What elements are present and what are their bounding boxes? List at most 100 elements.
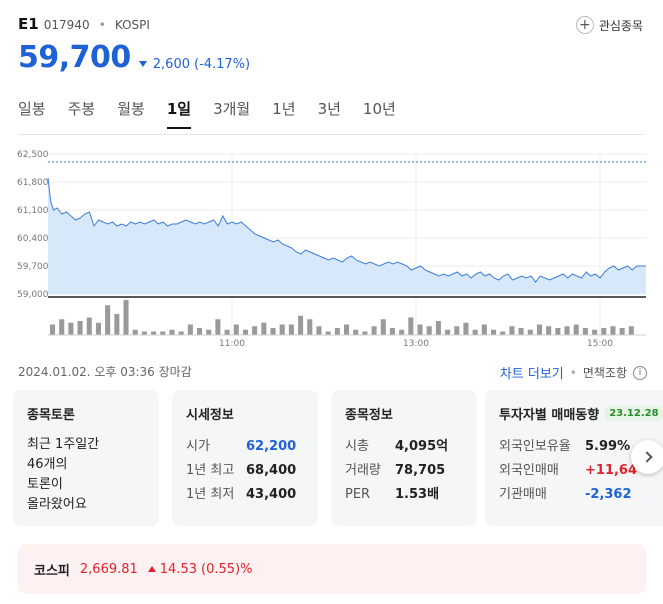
volume-bar	[509, 326, 515, 335]
tab-3months[interactable]: 3개월	[213, 100, 251, 118]
kospi-value: 2,669.81	[79, 561, 138, 577]
discussion-line: 최근 1주일간	[27, 437, 100, 452]
info-cards: 종목토론 최근 1주일간 46개의 토론이 올라왔어요 시세정보 시가 62,2…	[13, 390, 663, 528]
tab-1day[interactable]: 1일	[166, 98, 192, 129]
volume-bar	[233, 324, 239, 335]
volume-bar	[500, 331, 506, 335]
separator-dot: •	[569, 365, 577, 380]
volume-bar	[628, 326, 634, 335]
volume-bar	[169, 329, 175, 335]
volume-bar	[399, 329, 405, 335]
card-stock-info[interactable]: 종목정보 시총 4,095억 거래량 78,705 PER 1.53배	[331, 390, 477, 526]
tab-3years[interactable]: 3년	[317, 100, 341, 118]
price-line	[47, 177, 646, 283]
kospi-label: 코스피	[34, 563, 70, 579]
card-market-info[interactable]: 시세정보 시가 62,200 1년 최고 68,400 1년 최저 43,400	[172, 390, 318, 526]
tab-1year[interactable]: 1년	[272, 100, 296, 118]
chart-links: 차트 더보기 • 면책조항 i	[500, 363, 647, 382]
y-tick-label: 59,700	[17, 262, 49, 272]
kv-key: 외국인매매	[499, 463, 559, 478]
volume-bar	[95, 322, 101, 335]
chart-more-link[interactable]: 차트 더보기	[499, 367, 564, 382]
kv-row: PER 1.53배	[345, 483, 463, 507]
price-row: 59,700 2,600 (-4.17%)	[18, 40, 250, 75]
kv-value: 68,400	[246, 463, 297, 478]
price-change-pct: (-4.17%)	[194, 56, 251, 72]
kv-row: 기관매매 -2,362	[499, 483, 661, 507]
volume-bar	[344, 324, 350, 335]
kv-key: 시총	[345, 439, 369, 454]
kv-value: 43,400	[246, 487, 297, 502]
kv-value: -2,362	[585, 487, 632, 502]
kv-value: 62,200	[246, 439, 297, 454]
kv-key: 1년 최고	[186, 463, 235, 478]
kv-value: 4,095억	[395, 439, 449, 454]
volume-bar	[417, 324, 423, 335]
tab-daily[interactable]: 일봉	[18, 100, 46, 118]
favorite-label: 관심종목	[598, 18, 643, 33]
current-price: 59,700	[18, 40, 131, 75]
volume-bar	[527, 329, 533, 335]
market-close-time: 2024.01.02. 오후 03:36 장마감	[18, 365, 192, 379]
volume-bar	[619, 328, 625, 335]
volume-bar	[601, 328, 607, 335]
price-chart[interactable]: 62,500 61,800 61,100 60,400 59,700 59,000 11:0…	[0, 140, 663, 352]
kospi-index-bar[interactable]: 코스피 2,669.81 14.53 (0.55)%	[18, 544, 646, 594]
volume-bar	[77, 321, 83, 335]
volume-bar	[50, 324, 56, 335]
volume-bar	[353, 329, 359, 335]
volume-bar	[389, 328, 395, 335]
stock-header: E1 017940 • KOSPI + 관심종목	[18, 14, 643, 44]
kv-key: 기관매매	[499, 487, 547, 502]
kv-key: 외국인보유율	[499, 439, 571, 454]
chevron-right-icon	[640, 451, 653, 463]
y-tick-label: 61,100	[17, 206, 49, 216]
volume-bar	[59, 319, 65, 335]
stock-code: 017940	[43, 18, 90, 32]
volume-bar	[536, 324, 542, 335]
kv-value: 78,705	[395, 463, 446, 478]
up-triangle-icon	[147, 566, 156, 572]
y-tick-label: 61,800	[17, 178, 49, 188]
volume-bar	[252, 326, 258, 335]
volume-bar	[68, 322, 74, 335]
volume-bar	[481, 324, 487, 335]
card-discussion[interactable]: 종목토론 최근 1주일간 46개의 토론이 올라왔어요	[13, 390, 159, 526]
tab-10years[interactable]: 10년	[362, 100, 396, 118]
y-tick-label: 59,000	[17, 290, 49, 300]
volume-bar	[206, 329, 212, 335]
card-title: 투자자별 매매동향 23.12.28	[499, 404, 663, 423]
date-row: 2024.01.02. 오후 03:36 장마감 차트 더보기 • 면책조항 i	[18, 363, 647, 382]
volume-bar	[105, 305, 111, 335]
volume-bar	[215, 319, 221, 335]
separator-dot: •	[98, 18, 106, 32]
kv-key: 거래량	[345, 463, 381, 478]
disclaimer-link[interactable]: 면책조항	[582, 366, 627, 380]
tab-weekly[interactable]: 주봉	[67, 100, 96, 118]
volume-bar	[197, 328, 203, 335]
volume-bar	[178, 331, 184, 335]
volume-bar	[518, 328, 524, 335]
kv-value: +11,64	[585, 463, 638, 478]
volume-bar	[187, 324, 193, 335]
card-title: 시세정보	[186, 408, 234, 423]
volume-bar	[582, 328, 588, 335]
info-icon[interactable]: i	[633, 365, 647, 380]
tab-monthly[interactable]: 월봉	[117, 100, 145, 118]
add-favorite-button[interactable]: + 관심종목	[575, 16, 643, 34]
kv-value: 5.99%	[585, 439, 631, 454]
investor-title: 투자자별 매매동향	[499, 408, 600, 423]
volume-bar	[546, 326, 552, 335]
discussion-line: 46개의	[27, 457, 68, 472]
kv-row: 1년 최고 68,400	[186, 459, 304, 483]
volume-bar	[123, 300, 129, 335]
price-change-value: 2,600	[152, 56, 190, 72]
volume-bar	[86, 317, 92, 335]
kv-row: 시총 4,095억	[345, 435, 463, 459]
volume-bar	[288, 324, 294, 335]
plus-icon: +	[575, 16, 594, 34]
volume-bar	[555, 328, 561, 335]
volume-bar	[472, 329, 478, 335]
kv-row: 1년 최저 43,400	[186, 483, 304, 507]
cards-next-button[interactable]	[631, 440, 663, 474]
